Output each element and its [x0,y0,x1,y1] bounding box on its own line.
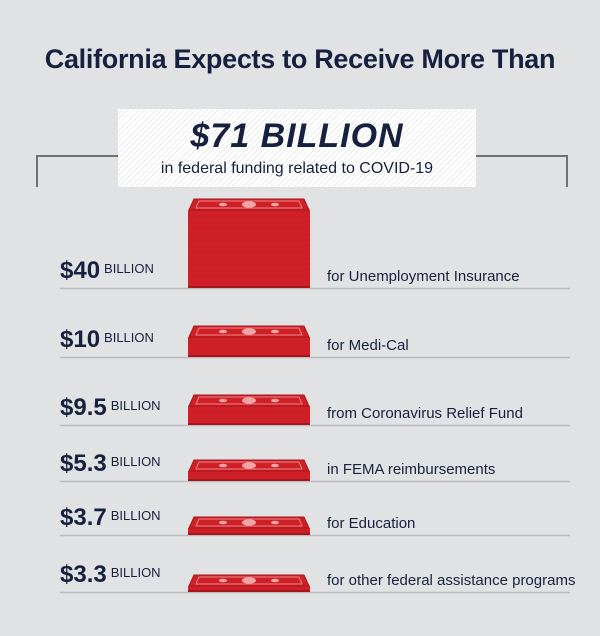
value-label: $5.3 [60,450,107,477]
unit-label: BILLION [104,261,154,276]
category-label: for Medi-Cal [327,337,409,354]
bar-stack [188,337,310,357]
bill-mark [219,520,227,525]
bill-border [195,327,303,336]
bill-mark [219,578,227,583]
bar-stack [188,586,310,592]
value-label: $10 [60,326,100,353]
bill-seal [242,397,256,404]
value-label: $3.3 [60,561,107,588]
bill-seal [242,328,256,335]
page-title: California Expects to Receive More Than [44,44,556,74]
bill-mark [271,398,279,403]
bar-stack [188,471,310,481]
bill-border [195,396,303,405]
bar-stack [188,406,310,425]
bill-mark [271,578,279,583]
category-label: for Education [327,515,415,532]
bill-mark [271,202,279,207]
bar-stack [188,528,310,535]
bill-seal [242,201,256,208]
bill-seal [242,462,256,469]
unit-label: BILLION [111,508,161,523]
bill-border [195,518,303,527]
bar-stack-edge [188,533,310,535]
bill-mark [271,329,279,334]
value-label: $40 [60,257,100,284]
unit-label: BILLION [111,398,161,413]
category-label: for Unemployment Insurance [327,268,520,285]
bill-mark [271,520,279,525]
bar-stack-edge [188,355,310,357]
bar-stack-edge [188,590,310,592]
bill-mark [219,202,227,207]
unit-label: BILLION [111,565,161,580]
bill-border [195,576,303,585]
value-label: $3.7 [60,504,107,531]
unit-label: BILLION [104,330,154,345]
value-label: $9.5 [60,394,107,421]
total-subtitle: in federal funding related to COVID-19 [160,160,434,177]
bar-stack-edge [188,286,310,288]
bill-mark [219,398,227,403]
bar-stack [188,210,310,288]
total-callout: $71 BILLION in federal funding related t… [118,109,476,187]
bill-mark [271,463,279,468]
total-amount: $71 BILLION [190,117,404,155]
bar-stack-edge [188,423,310,425]
bar-stack-edge [188,479,310,481]
bill-seal [242,577,256,584]
bill-mark [219,329,227,334]
category-label: in FEMA reimbursements [327,461,495,478]
category-label: from Coronavirus Relief Fund [327,405,523,422]
bill-seal [242,519,256,526]
bill-mark [219,463,227,468]
bill-border [195,461,303,470]
unit-label: BILLION [111,454,161,469]
bill-border [195,200,303,209]
category-label: for other federal assistance programs [327,572,575,589]
